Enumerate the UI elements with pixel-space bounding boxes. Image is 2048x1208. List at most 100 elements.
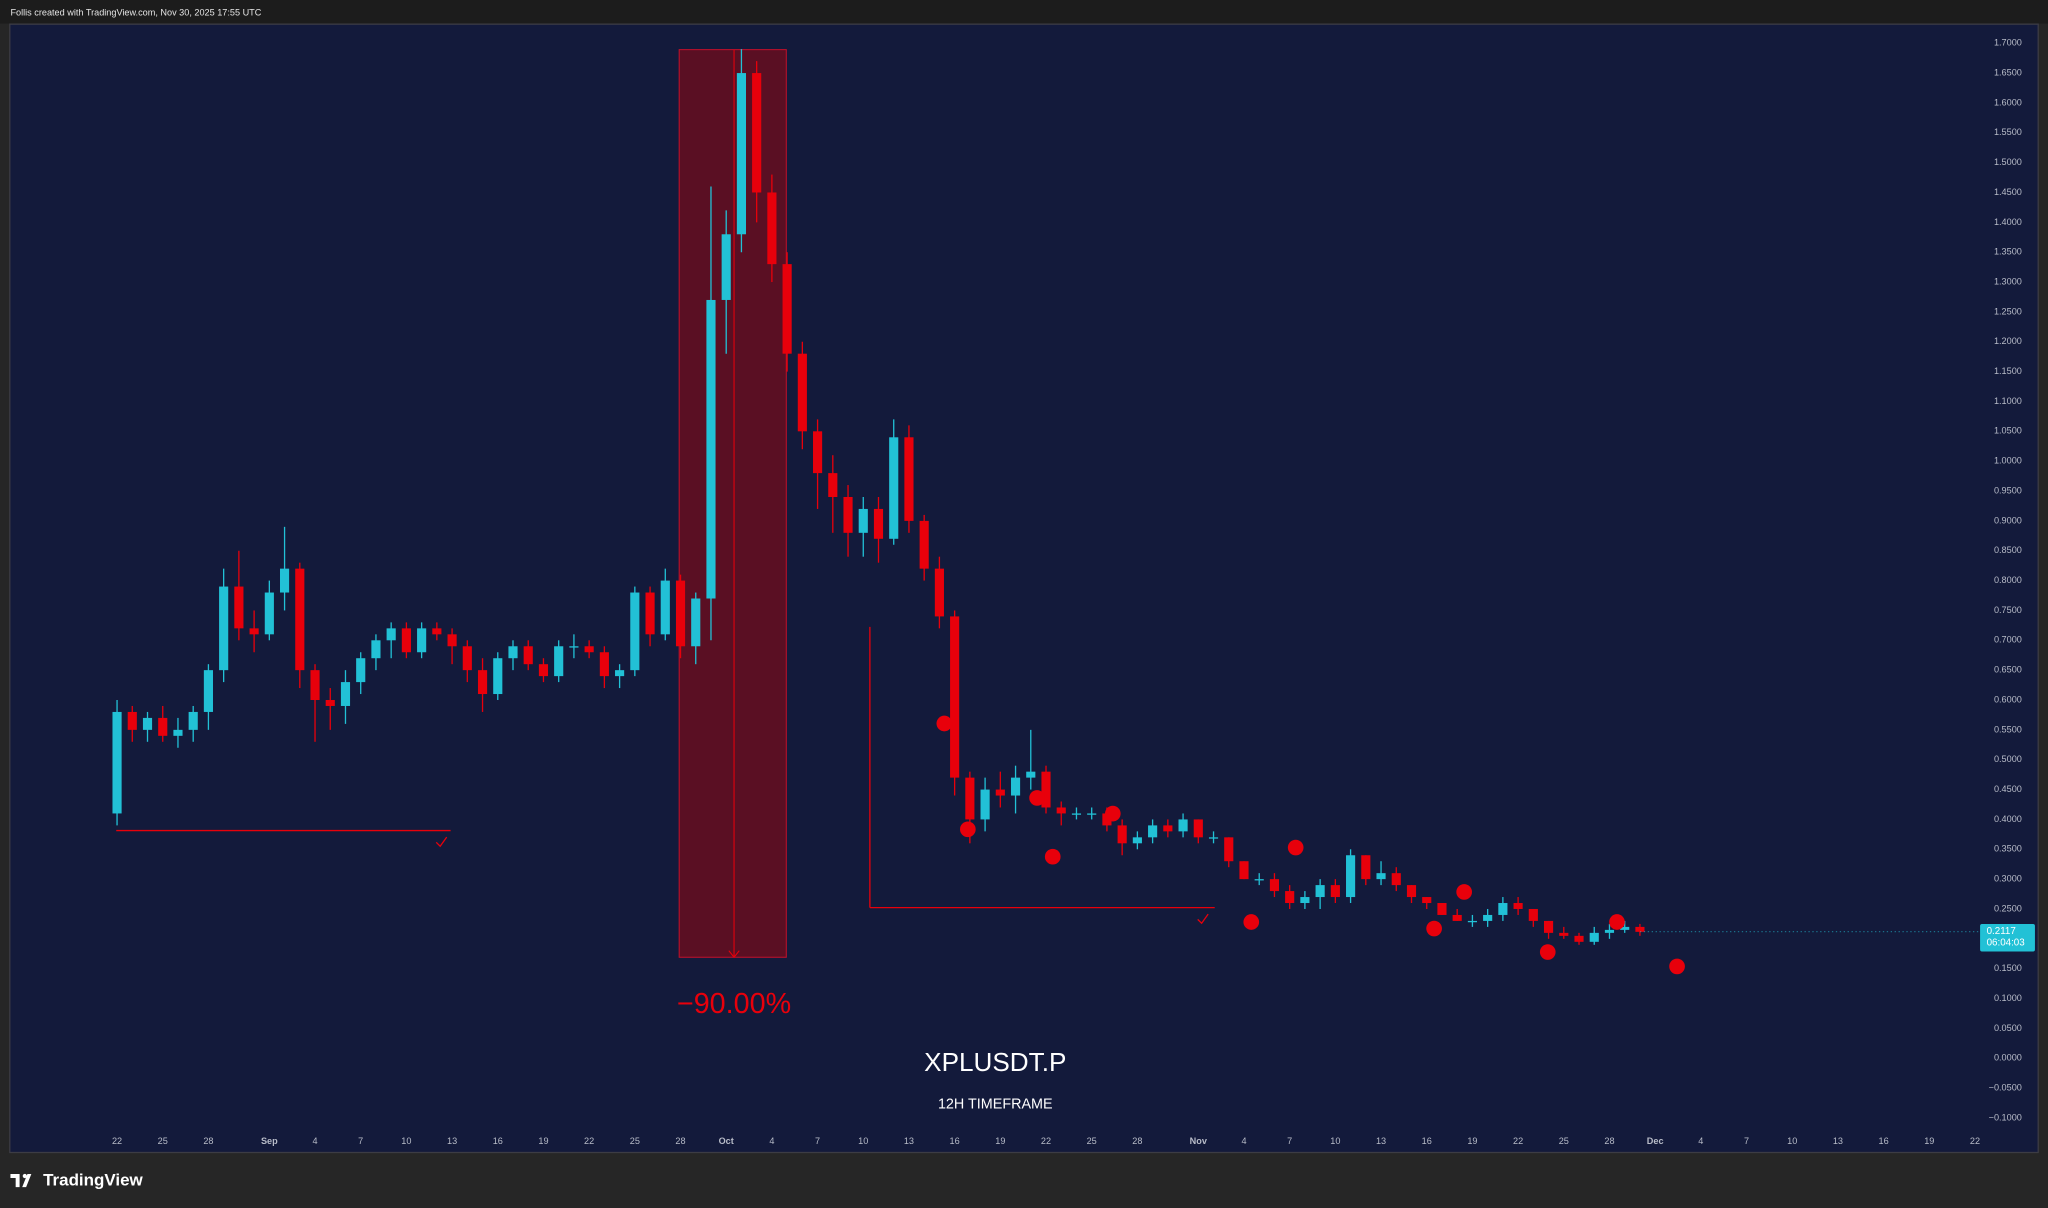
candle-body xyxy=(1330,885,1340,898)
logo-text: TradingView xyxy=(43,1171,143,1190)
candle-body xyxy=(1635,926,1645,932)
candle-body xyxy=(325,700,335,706)
candle-body xyxy=(615,670,625,677)
annotation: −90.00% xyxy=(677,988,791,1020)
y-tick-label: 1.4500 xyxy=(1994,187,2022,197)
candle-body xyxy=(1102,813,1112,826)
x-tick-label: 28 xyxy=(203,1136,213,1146)
x-tick-label: 16 xyxy=(1879,1136,1889,1146)
markers xyxy=(936,715,1685,975)
x-tick-label: 4 xyxy=(769,1136,774,1146)
candle-body xyxy=(401,628,411,653)
candle-body xyxy=(1132,837,1142,844)
candle-body xyxy=(675,580,686,647)
y-tick-label: 1.4000 xyxy=(1994,217,2022,227)
x-tick-label: 13 xyxy=(1376,1136,1386,1146)
check-mark xyxy=(435,836,448,848)
candle-body xyxy=(477,670,488,695)
x-tick-label: 4 xyxy=(312,1136,317,1146)
y-tick-label: 1.3000 xyxy=(1994,276,2022,286)
x-tick-label: 4 xyxy=(1698,1136,1703,1146)
candle-body xyxy=(417,628,427,653)
x-tick-label: 13 xyxy=(904,1136,914,1146)
x-tick-label: 4 xyxy=(1241,1136,1246,1146)
candle-body xyxy=(493,658,503,695)
y-tick-label: 1.2000 xyxy=(1994,336,2022,346)
candle-body xyxy=(386,628,396,641)
candle-body xyxy=(904,437,914,521)
marker-dot xyxy=(1426,920,1442,937)
candle-body xyxy=(538,664,549,677)
candle-body xyxy=(706,299,716,599)
marker-dot xyxy=(1044,848,1061,865)
candle-body xyxy=(508,646,518,659)
x-tick-label: 28 xyxy=(1604,1136,1614,1146)
x-tick-label: 22 xyxy=(1970,1136,1980,1146)
candle-body xyxy=(1269,879,1280,892)
candle-body xyxy=(889,437,899,539)
y-tick-label: 1.1000 xyxy=(1994,396,2022,406)
y-tick-label: 0.1500 xyxy=(1994,963,2022,973)
y-tick-label: 0.7000 xyxy=(1994,635,2022,645)
candle-body xyxy=(630,592,640,671)
y-tick-label: 0.4500 xyxy=(1994,784,2022,794)
candle-body xyxy=(1543,920,1554,933)
candle-body xyxy=(1071,813,1082,815)
candle-body xyxy=(721,234,731,300)
candle-body xyxy=(1498,903,1508,915)
measure-arrow xyxy=(728,950,740,959)
marker-dot xyxy=(1029,790,1045,806)
candle-body xyxy=(158,717,168,736)
candle-body xyxy=(279,568,290,593)
candle-body xyxy=(660,580,670,635)
candle-body xyxy=(1010,777,1021,796)
candle-body xyxy=(432,628,442,635)
candle-body xyxy=(813,431,823,474)
candle-body xyxy=(1452,914,1462,921)
candle-body xyxy=(356,658,366,683)
candle-body xyxy=(1361,855,1371,880)
candle-body xyxy=(310,670,320,701)
y-tick-label: 1.6000 xyxy=(1994,97,2022,107)
x-tick-label: 19 xyxy=(538,1136,548,1146)
candle-body xyxy=(645,592,655,635)
candle-body xyxy=(1163,825,1173,832)
candle-body xyxy=(843,496,853,533)
candle-body xyxy=(934,568,944,617)
candle-body xyxy=(1604,929,1615,933)
marker-dot xyxy=(1609,914,1625,930)
x-tick-label: 22 xyxy=(584,1136,594,1146)
y-tick-label: 0.6500 xyxy=(1994,665,2022,675)
x-tick-label: Sep xyxy=(261,1136,278,1146)
y-tick-label: 1.7000 xyxy=(1994,38,2022,48)
x-tick-label: 25 xyxy=(630,1136,640,1146)
x-tick-label: 28 xyxy=(1132,1136,1142,1146)
candle-body xyxy=(1513,903,1523,909)
y-tick-label: 0.6000 xyxy=(1994,694,2022,704)
y-tick-label: 0.8000 xyxy=(1994,575,2022,585)
x-tick-label: Nov xyxy=(1190,1136,1208,1146)
candle-body xyxy=(584,646,594,653)
marker-dot xyxy=(1539,944,1556,960)
candle-body xyxy=(965,777,975,820)
candle-body xyxy=(1026,771,1036,778)
candle-body xyxy=(797,353,807,432)
candle-body xyxy=(1620,926,1630,930)
candle-body xyxy=(462,646,472,671)
candle-body xyxy=(188,711,198,730)
logo-icon xyxy=(22,1173,27,1179)
x-tick-label: 22 xyxy=(1513,1136,1523,1146)
candle-body xyxy=(691,598,701,647)
x-tick-label: 22 xyxy=(112,1136,122,1146)
candle-body xyxy=(1285,891,1295,904)
x-tick-label: 13 xyxy=(447,1136,457,1146)
header-bar xyxy=(0,0,2048,24)
x-tick-label: Oct xyxy=(719,1136,734,1146)
candle-body xyxy=(1224,837,1234,862)
candle-body xyxy=(1087,813,1097,815)
candle-body xyxy=(112,711,122,814)
y-tick-label: 0.2500 xyxy=(1994,903,2022,913)
chart-panel xyxy=(9,23,2039,1154)
